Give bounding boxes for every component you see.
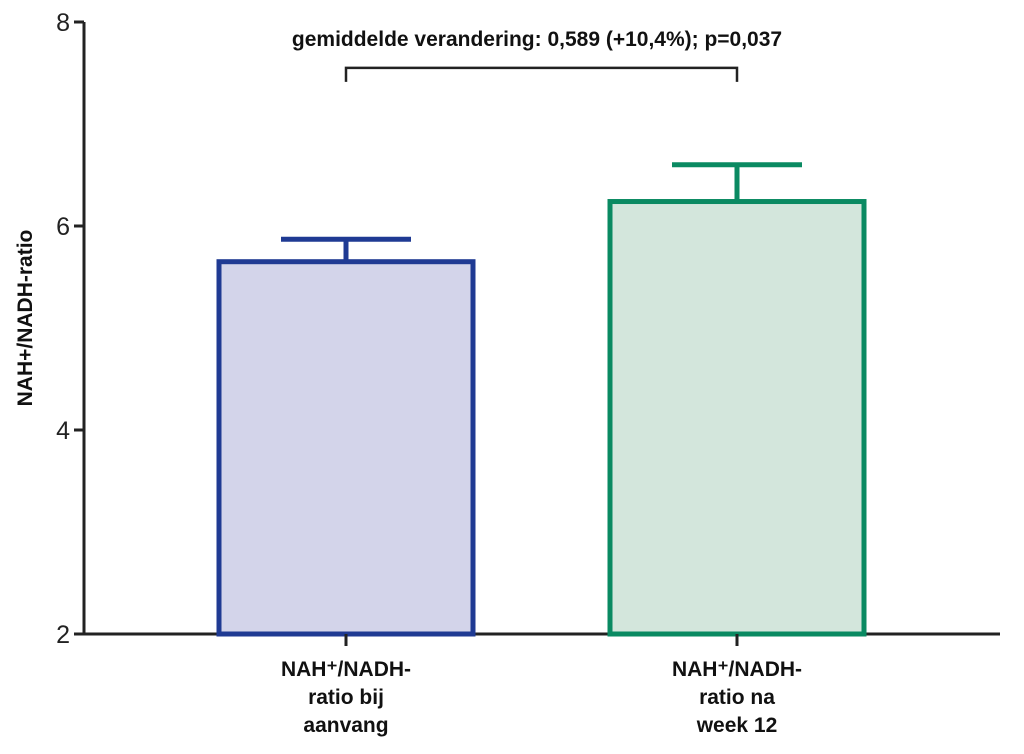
category-label-1: NAH⁺/NADH-ratio na week 12 bbox=[672, 658, 802, 737]
category-label-line: NAH⁺/NADH- bbox=[281, 658, 411, 681]
category-label-line: ratio na bbox=[699, 686, 775, 709]
category-label-line: ratio bij bbox=[308, 686, 384, 709]
y-tick-label-1: 4 bbox=[56, 417, 70, 445]
y-tick-label-0: 2 bbox=[56, 621, 70, 649]
significance-bracket bbox=[344, 66, 739, 82]
annotation-text: gemiddelde verandering: 0,589 (+10,4%); … bbox=[292, 28, 782, 51]
category-label-line: NAH⁺/NADH- bbox=[672, 658, 802, 681]
bar-0 bbox=[216, 259, 476, 637]
category-label-line: week 12 bbox=[696, 714, 778, 737]
y-tick-label-2: 6 bbox=[56, 213, 70, 241]
bar-1 bbox=[607, 199, 867, 637]
y-tick-label-3: 8 bbox=[56, 9, 70, 37]
y-axis-title: NAH+/NADH-ratio bbox=[14, 230, 37, 407]
category-label-0: NAH⁺/NADH-ratio bij aanvang bbox=[281, 658, 411, 737]
category-label-line: aanvang bbox=[303, 714, 388, 737]
